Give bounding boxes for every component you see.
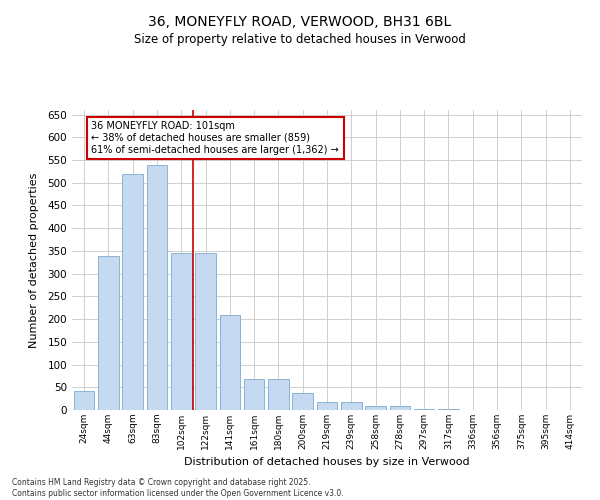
Bar: [292, 392, 313, 410]
Bar: [171, 253, 191, 410]
Bar: [365, 406, 386, 410]
Text: 36, MONEYFLY ROAD, VERWOOD, BH31 6BL: 36, MONEYFLY ROAD, VERWOOD, BH31 6BL: [148, 15, 452, 29]
Bar: [341, 402, 362, 410]
Bar: [268, 379, 289, 410]
Y-axis label: Number of detached properties: Number of detached properties: [29, 172, 39, 348]
Bar: [220, 314, 240, 410]
Text: 36 MONEYFLY ROAD: 101sqm
← 38% of detached houses are smaller (859)
61% of semi-: 36 MONEYFLY ROAD: 101sqm ← 38% of detach…: [91, 122, 339, 154]
Bar: [98, 256, 119, 410]
Bar: [317, 402, 337, 410]
Bar: [389, 406, 410, 410]
Bar: [414, 408, 434, 410]
Text: Contains HM Land Registry data © Crown copyright and database right 2025.
Contai: Contains HM Land Registry data © Crown c…: [12, 478, 344, 498]
Bar: [122, 174, 143, 410]
Bar: [146, 164, 167, 410]
X-axis label: Distribution of detached houses by size in Verwood: Distribution of detached houses by size …: [184, 458, 470, 468]
Bar: [244, 379, 265, 410]
Bar: [195, 253, 216, 410]
Text: Size of property relative to detached houses in Verwood: Size of property relative to detached ho…: [134, 32, 466, 46]
Bar: [74, 391, 94, 410]
Bar: [438, 408, 459, 410]
